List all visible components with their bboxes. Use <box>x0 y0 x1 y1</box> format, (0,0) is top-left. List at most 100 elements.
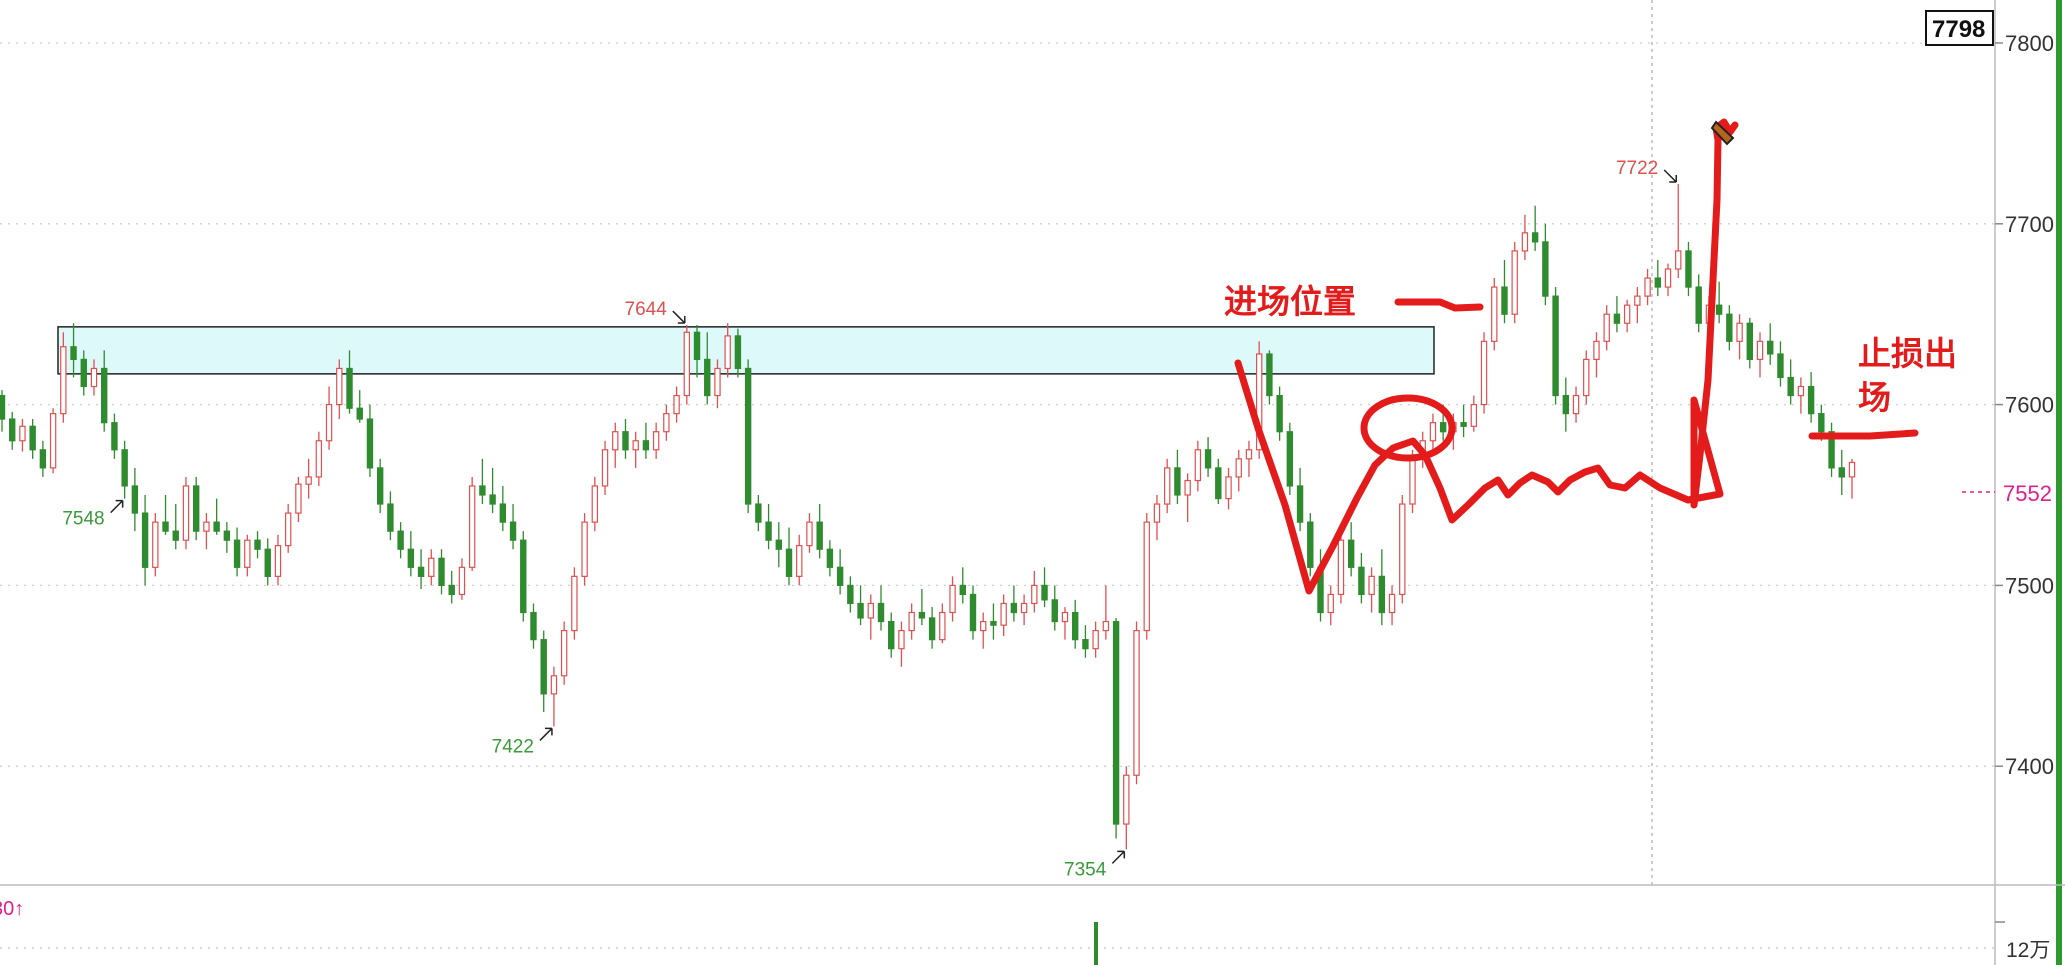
candle-body <box>1470 404 1478 427</box>
candle-body <box>530 611 537 641</box>
candle <box>1644 269 1651 306</box>
candle <box>1583 350 1590 405</box>
candle-body <box>1439 422 1447 433</box>
candle <box>652 422 660 459</box>
y-tick-label: 7700 <box>2005 212 2054 237</box>
candle <box>254 531 261 559</box>
candle-body <box>949 584 956 614</box>
candle <box>1163 458 1171 514</box>
candle-body <box>1767 340 1774 355</box>
indicator-value-fragment: 30↑ <box>0 898 24 920</box>
candle <box>468 476 476 571</box>
candle <box>1531 205 1539 251</box>
candle-body <box>1480 340 1488 406</box>
candle <box>1112 617 1120 839</box>
candle-body <box>785 548 793 577</box>
y-tick-label: 7800 <box>2005 31 2054 56</box>
candle <box>1746 317 1753 369</box>
candle <box>9 411 16 450</box>
candle <box>990 603 997 640</box>
candle-body <box>111 422 118 451</box>
candle <box>489 467 496 514</box>
candle-body <box>1593 340 1600 361</box>
candle <box>1603 305 1610 351</box>
candle-body <box>152 521 159 568</box>
candle-body <box>581 521 588 577</box>
candle <box>49 408 57 474</box>
candle-body <box>888 620 895 650</box>
candle-body <box>274 545 282 577</box>
candle <box>612 422 619 468</box>
candle-body <box>182 485 190 541</box>
candle-body <box>1746 322 1753 360</box>
candle-body <box>877 602 885 623</box>
candle <box>1133 621 1140 785</box>
candle-body <box>1623 304 1631 324</box>
candle-body <box>1153 503 1161 523</box>
volume-spike-bar <box>1094 922 1098 965</box>
candle-body <box>387 503 394 532</box>
candle <box>1031 570 1038 613</box>
entry-marker-line <box>1394 298 1484 312</box>
candle <box>397 522 404 559</box>
consolidation-circle <box>1360 394 1456 462</box>
candle-body <box>980 620 987 632</box>
candle-body <box>1501 286 1508 315</box>
candle-body <box>366 418 374 469</box>
candle <box>1460 404 1467 438</box>
extreme-marker: 7548 <box>62 499 124 530</box>
candle <box>428 549 435 586</box>
candle-body <box>1756 340 1764 361</box>
candle <box>632 431 639 468</box>
candle-body <box>489 494 496 505</box>
candle <box>101 350 108 432</box>
extreme-high-label: 7722 <box>1616 158 1658 179</box>
candle <box>90 359 98 396</box>
candle-body <box>1072 611 1079 641</box>
candle <box>622 419 629 459</box>
candle-body <box>284 512 292 547</box>
candle-body <box>325 404 333 442</box>
candle <box>1807 372 1815 423</box>
candle <box>560 621 568 685</box>
candle <box>1552 287 1559 405</box>
candle <box>213 498 220 535</box>
candle-body <box>571 575 578 632</box>
candle-body <box>60 346 67 415</box>
candle <box>336 359 343 420</box>
extreme-marker: 7722 <box>1616 158 1677 183</box>
candle-body <box>1010 602 1018 614</box>
candle <box>346 350 353 414</box>
candle <box>295 476 302 523</box>
candle <box>796 534 803 586</box>
candle <box>540 630 547 712</box>
candle <box>1685 241 1692 297</box>
candle-body <box>642 440 650 451</box>
candle-body <box>1521 232 1529 252</box>
candle <box>233 527 241 577</box>
candle <box>775 522 782 568</box>
candle <box>1307 513 1314 577</box>
extreme-arrow <box>1111 850 1126 864</box>
candle-body <box>1358 566 1365 596</box>
candle-body <box>1102 620 1110 632</box>
candle <box>581 513 588 586</box>
candle <box>203 513 210 550</box>
candle <box>1143 513 1150 640</box>
candle <box>152 513 159 577</box>
candle-body <box>417 566 425 577</box>
candle <box>1572 386 1580 423</box>
candle-body <box>1654 277 1662 288</box>
candle-body <box>1399 503 1406 596</box>
candle-body <box>1491 286 1498 342</box>
candle <box>949 576 956 622</box>
candle-body <box>755 503 762 523</box>
candle-body <box>1613 313 1621 324</box>
volume-axis-label: 12万 <box>2006 939 2050 962</box>
candle-body <box>1337 539 1345 596</box>
candle-body <box>1266 353 1273 397</box>
candle <box>1245 440 1253 477</box>
candle-body <box>1644 277 1651 297</box>
candle-body <box>346 367 353 409</box>
candle-body <box>428 557 435 577</box>
